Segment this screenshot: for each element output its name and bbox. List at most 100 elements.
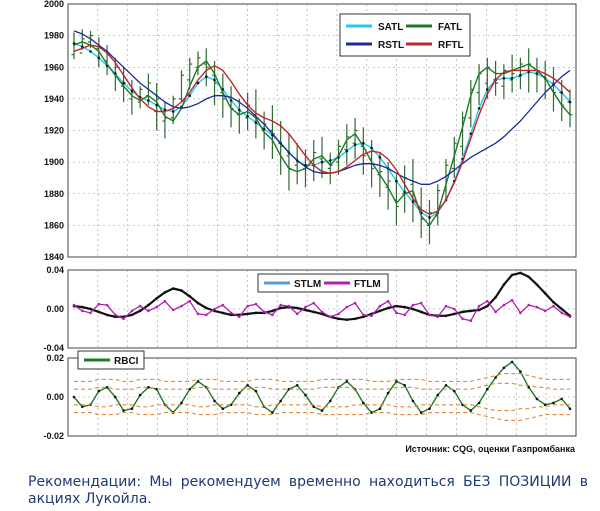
data-point [213, 78, 216, 82]
legend-label-satl: SATL [378, 22, 403, 33]
data-point [502, 303, 506, 307]
y-tick-label: 1840 [44, 252, 64, 262]
data-point [378, 156, 382, 159]
data-point [419, 411, 423, 414]
data-point [386, 391, 390, 395]
price-bar [203, 48, 209, 87]
data-point [196, 312, 200, 316]
data-point [362, 313, 365, 317]
data-point [196, 81, 200, 85]
price-bar [178, 70, 184, 103]
data-point [97, 310, 101, 314]
data-point [320, 409, 324, 412]
data-point [444, 314, 448, 318]
series-line-rftl [73, 44, 571, 216]
price-bar [501, 64, 507, 99]
data-point [386, 299, 390, 303]
data-point [155, 103, 158, 107]
data-point [238, 108, 241, 112]
y-tick-label: 1940 [44, 94, 64, 104]
data-point [453, 312, 456, 316]
y-tick-label: 1900 [44, 157, 64, 167]
data-point [229, 99, 233, 102]
data-point [122, 81, 125, 85]
data-point [378, 304, 382, 308]
data-point [370, 411, 373, 414]
recommendation-body: Мы рекомендуем временно находиться БЕЗ П… [28, 474, 588, 507]
data-point [304, 393, 307, 397]
data-point [105, 303, 109, 307]
data-point [337, 312, 340, 316]
data-point [543, 309, 547, 313]
y-tick-label: 1880 [44, 189, 64, 199]
y-tick-label: 2000 [44, 0, 64, 9]
data-point [72, 303, 76, 307]
series-line-fatl [73, 41, 571, 227]
data-point [163, 299, 167, 303]
data-point [486, 387, 489, 391]
data-point [386, 306, 390, 310]
rbci-y-ticks: 0.02 0.00 -0.02 [43, 353, 64, 441]
data-point [238, 315, 241, 319]
series-line-upper-outer [74, 373, 570, 382]
data-point [246, 384, 249, 387]
data-point [568, 100, 572, 104]
data-point [89, 311, 92, 315]
data-point [353, 317, 357, 321]
data-point [180, 304, 183, 308]
y-tick-label: 1860 [44, 220, 64, 230]
series-line-lower-outer [74, 412, 570, 421]
data-point [527, 303, 530, 307]
price-bar [352, 117, 358, 159]
data-point [163, 291, 167, 294]
data-point [246, 304, 249, 308]
data-point [560, 311, 563, 315]
data-point [287, 387, 291, 391]
data-point [411, 399, 415, 403]
y-tick-label: 0.04 [46, 265, 64, 275]
series-line-lower-inner [74, 404, 570, 412]
data-point [271, 309, 274, 313]
data-point [395, 304, 398, 308]
data-point [130, 89, 134, 93]
data-point [180, 401, 183, 405]
data-point [312, 405, 316, 409]
data-point [535, 305, 539, 309]
y-tick-label: 0.00 [46, 392, 64, 402]
data-point [295, 312, 299, 316]
data-point [138, 393, 142, 397]
price-legend: SATL FATL RSTL RFTL [339, 13, 471, 57]
data-point [510, 77, 514, 80]
data-point [122, 409, 125, 412]
data-point [436, 315, 440, 319]
data-point [196, 380, 200, 383]
data-point [510, 360, 514, 364]
data-point [502, 77, 506, 80]
data-point [329, 399, 332, 403]
data-point [213, 399, 216, 403]
y-tick-label: 0.00 [46, 304, 64, 314]
legend-label-rstl: RSTL [378, 40, 404, 51]
data-point [428, 216, 431, 219]
data-point [171, 308, 175, 312]
data-point [254, 311, 258, 315]
data-point [262, 310, 266, 314]
data-point [461, 403, 464, 407]
data-point [312, 310, 316, 314]
data-point [279, 306, 283, 310]
data-point [147, 303, 150, 307]
y-tick-label: 1920 [44, 126, 64, 136]
data-point [345, 305, 349, 309]
data-point [312, 301, 316, 305]
legend-label-stlm: STLM [294, 279, 321, 290]
data-point [130, 407, 134, 411]
data-point [469, 132, 473, 135]
price-panel-frame [67, 3, 577, 258]
data-point [502, 366, 506, 370]
data-point [246, 312, 249, 316]
data-point [180, 289, 183, 292]
data-point [72, 395, 76, 399]
data-point [510, 273, 514, 277]
data-point [486, 88, 489, 91]
data-point [494, 310, 497, 314]
